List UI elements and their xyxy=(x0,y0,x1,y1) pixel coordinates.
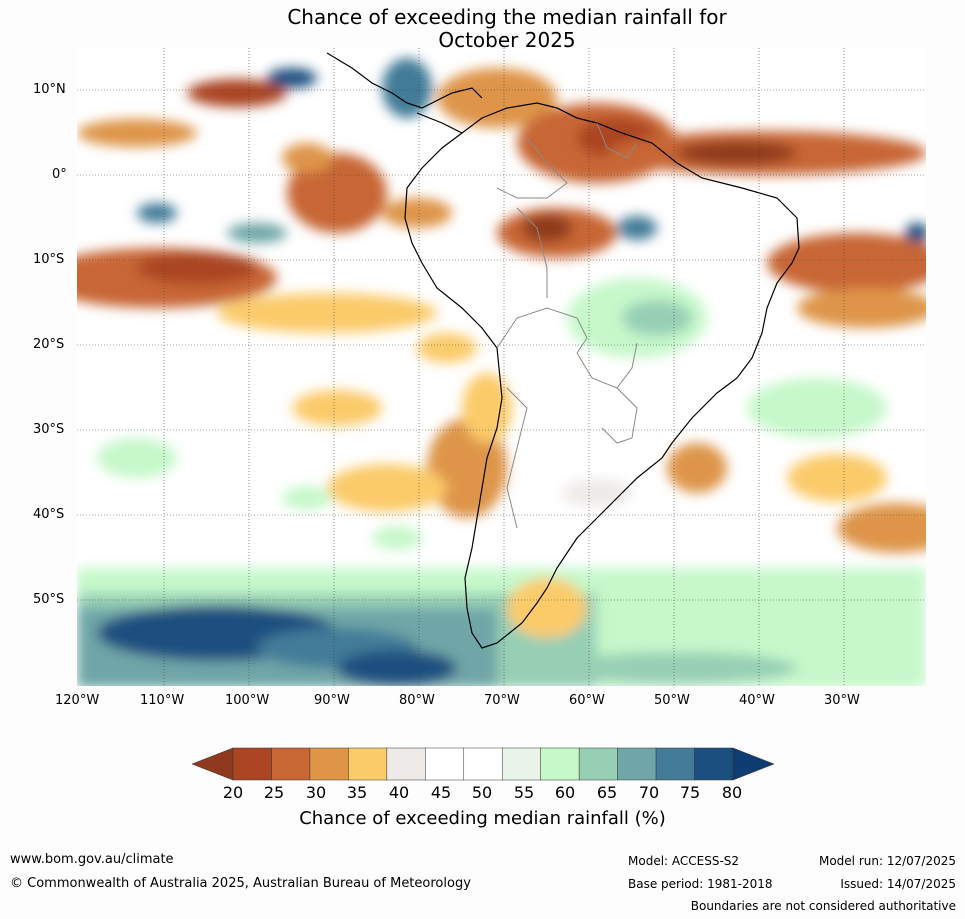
lon-tick-label: 30°W xyxy=(824,693,860,708)
model-name: Model: ACCESS-S2 xyxy=(628,854,740,868)
country-borders xyxy=(496,122,638,529)
colorbar-cell xyxy=(578,747,618,781)
colorbar-tick-label: 75 xyxy=(679,783,701,802)
colorbar-cell xyxy=(232,747,272,781)
colorbar-cell xyxy=(540,747,580,781)
base-period: Base period: 1981-2018 xyxy=(628,877,773,891)
map-title-line-2: October 2025 xyxy=(438,28,576,52)
issued-date: Issued: 14/07/2025 xyxy=(840,877,956,891)
colorbar-cell xyxy=(501,747,541,781)
colorbar-tick-label: 35 xyxy=(346,783,368,802)
lon-tick-label: 90°W xyxy=(314,693,350,708)
model-run-date: Model run: 12/07/2025 xyxy=(818,854,956,868)
lon-tick-label: 110°W xyxy=(140,693,185,708)
colorbar-cell xyxy=(694,747,734,781)
colorbar-label: Chance of exceeding median rainfall (%) xyxy=(299,808,666,829)
lon-tick-label: 40°W xyxy=(739,693,775,708)
colorbar-tick-label: 20 xyxy=(222,783,244,802)
lat-tick-label: 10°N xyxy=(33,82,66,97)
colorbar-tick-label: 50 xyxy=(471,783,493,802)
colorbar-cell xyxy=(463,747,503,781)
map-title-line-1: Chance of exceeding the median rainfall … xyxy=(287,5,727,29)
lon-tick-label: 120°W xyxy=(55,693,100,708)
colorbar-tick-label: 65 xyxy=(596,783,618,802)
boundary-disclaimer: Boundaries are not considered authoritat… xyxy=(690,899,956,913)
lon-tick-label: 70°W xyxy=(484,693,520,708)
graticule xyxy=(77,48,926,686)
lat-tick-label: 30°S xyxy=(33,422,65,437)
colorbar-cell xyxy=(617,747,657,781)
colorbar-low-arrow xyxy=(192,747,234,781)
lat-tick-label: 50°S xyxy=(33,592,65,607)
lon-tick-label: 100°W xyxy=(225,693,270,708)
colorbar xyxy=(192,747,774,781)
colorbar-high-arrow xyxy=(732,747,774,781)
lon-tick-label: 80°W xyxy=(399,693,435,708)
lat-tick-label: 40°S xyxy=(33,507,65,522)
lon-tick-label: 50°W xyxy=(654,693,690,708)
lat-tick-label: 0° xyxy=(52,167,67,182)
colorbar-tick-label: 55 xyxy=(513,783,535,802)
lon-tick-label: 60°W xyxy=(569,693,605,708)
rainfall-map xyxy=(77,48,926,686)
copyright-notice: © Commonwealth of Australia 2025, Austra… xyxy=(10,876,471,891)
colorbar-cell xyxy=(348,747,388,781)
colorbar-tick-label: 70 xyxy=(638,783,660,802)
lat-tick-label: 10°S xyxy=(33,252,65,267)
colorbar-tick-label: 40 xyxy=(388,783,410,802)
colorbar-tick-label: 30 xyxy=(305,783,327,802)
coastline xyxy=(404,102,800,649)
colorbar-cell xyxy=(386,747,426,781)
colorbar-cell xyxy=(271,747,311,781)
colorbar-cell xyxy=(309,747,349,781)
website-url: www.bom.gov.au/climate xyxy=(10,852,174,867)
colorbar-tick-label: 60 xyxy=(554,783,576,802)
colorbar-tick-label: 25 xyxy=(263,783,285,802)
central-america-coast xyxy=(326,52,483,134)
colorbar-tick-label: 80 xyxy=(721,783,743,802)
lat-tick-label: 20°S xyxy=(33,337,65,352)
colorbar-cell xyxy=(655,747,695,781)
colorbar-cell xyxy=(425,747,465,781)
colorbar-tick-label: 45 xyxy=(430,783,452,802)
